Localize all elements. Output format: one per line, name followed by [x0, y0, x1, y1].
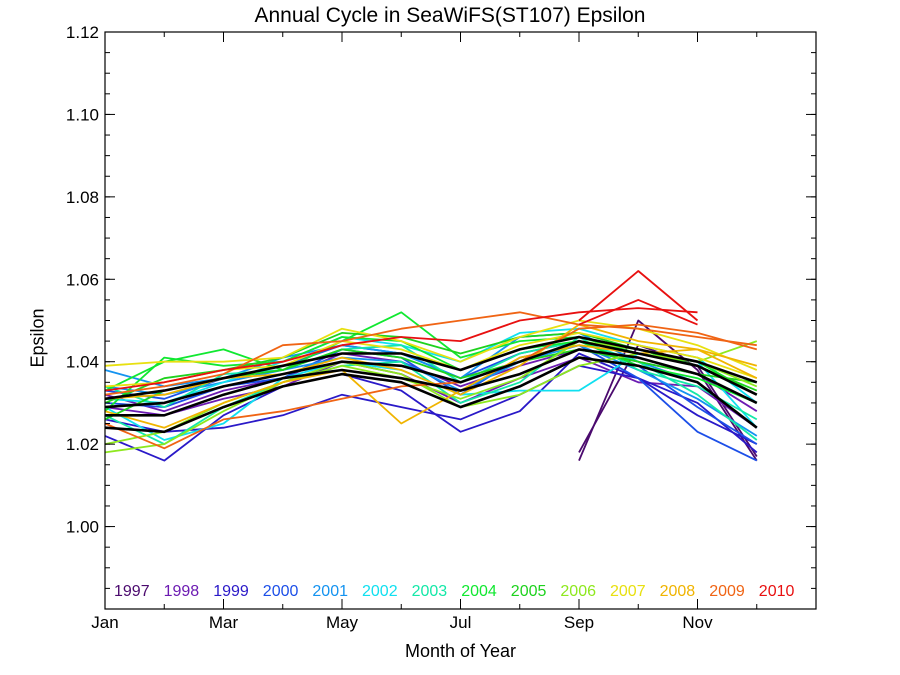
legend-entry-2003: 2003: [412, 583, 448, 600]
series-line-2007-1: [104, 319, 758, 371]
x-tick-label: Nov: [682, 613, 713, 632]
y-axis-label: Epsilon: [27, 308, 48, 368]
mean-line-4: [105, 348, 758, 417]
y-tick-label: 1.08: [66, 188, 99, 207]
x-tick-label: May: [326, 613, 359, 632]
legend-entry-2008: 2008: [660, 583, 696, 600]
x-tick-label: Jan: [91, 613, 118, 632]
legend-entry-1997: 1997: [114, 583, 150, 600]
legend: 1997 1998 1999 2000 2001 2002 2003 2004 2005 2006…: [114, 583, 794, 600]
mean-line-3: [104, 356, 758, 434]
series-line-1999-1: [104, 352, 758, 462]
legend-entry-2009: 2009: [709, 583, 745, 600]
legend-entry-2002: 2002: [362, 583, 398, 600]
series-line-2009-2: [104, 311, 757, 396]
y-tick-label: 1.02: [66, 435, 99, 454]
x-tick-label: Sep: [564, 613, 594, 632]
series-layer: [104, 270, 758, 462]
legend-entry-2005: 2005: [511, 583, 547, 600]
mean-layer: [104, 335, 758, 434]
legend-entry-2007: 2007: [610, 583, 646, 600]
y-tick-label: 1.00: [66, 518, 99, 537]
legend-entry-2001: 2001: [312, 583, 348, 600]
series-line-2010-2: [578, 270, 699, 322]
mean-line-1: [104, 339, 758, 409]
y-tick-label: 1.06: [66, 270, 99, 289]
chart-title: Annual Cycle in SeaWiFS(ST107) Epsilon: [254, 4, 646, 27]
series-line-2010-3: [578, 299, 698, 326]
y-tick-label: 1.10: [66, 105, 99, 124]
series-line-2010-1: [104, 307, 698, 392]
x-tick-label: Jul: [450, 613, 472, 632]
mean-line-2: [104, 335, 758, 401]
x-axis-label: Month of Year: [404, 641, 517, 661]
legend-entry-2006: 2006: [560, 583, 596, 600]
legend-entry-2000: 2000: [263, 583, 299, 600]
legend-entry-1999: 1999: [213, 583, 249, 600]
series-line-2008-1: [104, 344, 758, 429]
series-line-2001-2: [104, 344, 758, 437]
x-tick-label: Mar: [209, 613, 239, 632]
axis-layer: 1.00 1.02 1.04 1.06 1.08 1.10 1.12 Jan Mar May Jul…: [66, 23, 817, 632]
legend-entry-2004: 2004: [461, 583, 497, 600]
y-tick-label: 1.12: [66, 23, 99, 42]
series-line-1999-2: [104, 364, 758, 445]
legend-entry-1998: 1998: [164, 583, 200, 600]
legend-entry-2010: 2010: [759, 583, 795, 600]
y-tick-label: 1.04: [66, 353, 99, 372]
